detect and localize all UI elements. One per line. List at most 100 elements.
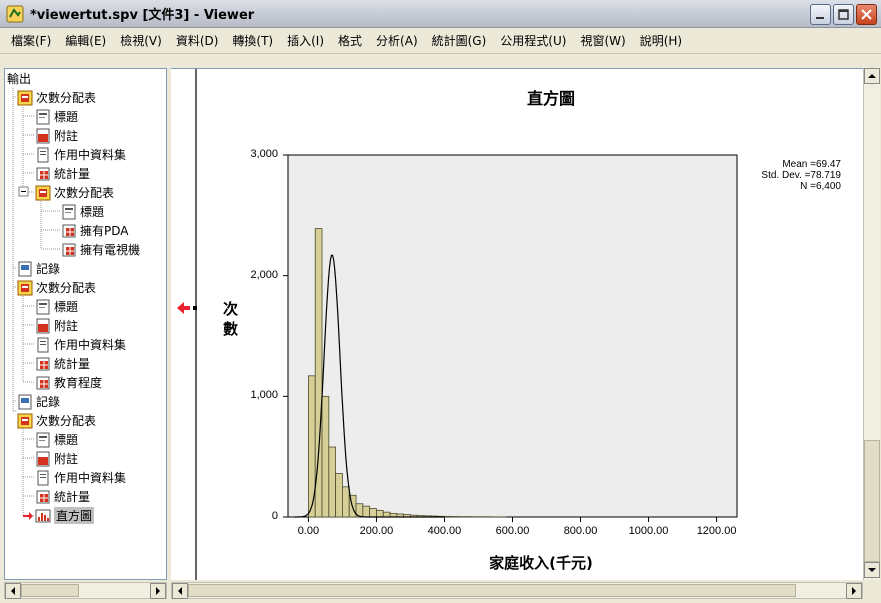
menu-item-8[interactable]: 統計圖(G) [431,34,487,48]
histogram-bar [328,446,337,518]
outline-item[interactable]: 次數分配表 [17,88,96,107]
dataset-icon [37,337,49,352]
outline-item[interactable]: 標題 [35,297,78,316]
menu-item-0[interactable]: 檔案(F) [11,34,52,48]
outline-item[interactable]: 作用中資料集 [35,468,126,487]
x-tick-label: 1200.00 [696,525,737,537]
dataset-icon [37,470,49,485]
table-icon [36,490,50,503]
outline-item[interactable]: 標題 [35,107,78,126]
outline-item[interactable]: 統計量 [35,487,90,506]
histogram-bar [376,509,384,518]
outline-item[interactable]: 附註 [35,316,78,335]
outline-item[interactable]: 統計量 [35,354,90,373]
arrow-left-icon [178,587,182,595]
menu-item-1[interactable]: 編輯(E) [65,34,107,48]
outline-item-label: 記錄 [36,262,61,276]
spss-app-icon[interactable] [6,5,24,23]
output-content-pane[interactable]: 直方圖 次數 家庭收入(千元) Mean =69.47 Std. Dev. =7… [171,68,863,580]
outline-horizontal-scrollbar[interactable] [4,582,167,599]
menu-item-2[interactable]: 檢視(V) [120,34,162,48]
current-item-arrow-icon [23,511,33,520]
outline-item[interactable]: 作用中資料集 [35,145,126,164]
scroll-up-button[interactable] [864,68,880,84]
close-button[interactable] [856,4,877,25]
outline-item[interactable]: 擁有電視機 [61,240,140,259]
outline-item[interactable]: 直方圖 [23,506,95,525]
y-tick-label: 2,000 [250,268,278,281]
outline-item[interactable]: 次數分配表 [35,183,114,202]
arrow-up-icon [868,74,876,78]
y-axis-label: 次數 [223,300,239,338]
menu-item-9[interactable]: 公用程式(U) [500,34,567,48]
arrow-down-icon [868,568,876,572]
minimize-icon [816,17,824,19]
menu-item-3[interactable]: 資料(D) [175,34,219,48]
table-icon [36,357,50,370]
outline-item-label: 附註 [54,452,79,466]
outline-item[interactable]: 標題 [35,430,78,449]
selection-handle[interactable] [193,306,197,310]
outline-item-label: 次數分配表 [36,91,97,105]
outline-item-label: 附註 [54,319,79,333]
histogram-bar [382,511,391,518]
current-item-arrow-icon [177,302,190,314]
horizontal-scroll-thumb[interactable] [188,584,796,597]
notes-icon [36,318,50,333]
content-vertical-scrollbar[interactable] [863,68,880,580]
content-scroll-left-button[interactable] [172,583,188,599]
outline-item[interactable]: 輸出 [7,69,31,88]
outline-item-label: 統計量 [54,357,91,371]
plot-area [287,154,738,518]
frequencies-icon [35,185,51,200]
scroll-right-button[interactable] [150,583,166,599]
scroll-down-button[interactable] [864,562,880,578]
histogram-bar [335,473,343,518]
outline-item[interactable]: 記錄 [17,259,60,278]
outline-item[interactable]: 作用中資料集 [35,335,126,354]
notes-icon [36,128,50,143]
outline-item-label: 標題 [54,300,79,314]
outline-item-label: 次數分配表 [54,186,115,200]
histogram-bar [342,486,350,518]
minimize-button[interactable] [810,4,831,25]
maximize-button[interactable] [833,4,854,25]
log-icon [18,261,32,276]
content-horizontal-scrollbar[interactable] [171,582,863,599]
title-bar[interactable]: *viewertut.spv [文件3] - Viewer [0,0,881,28]
outline-scroll-thumb[interactable] [21,584,79,597]
window-title: *viewertut.spv [文件3] - Viewer [30,8,255,23]
outline-item-label: 附註 [54,129,79,143]
menu-item-4[interactable]: 轉換(T) [232,34,274,48]
chart-title: 直方圖 [526,89,575,108]
stats-sd: Std. Dev. =78.719 [761,170,841,181]
outline-pane[interactable]: 輸出 次數分配表 標題 附註 作用中資料集 統計量 次數分配表 標題 擁有PDA 擁有電視機 記錄次… [4,68,167,580]
outline-item[interactable]: 附註 [35,126,78,145]
scroll-left-button[interactable] [5,583,21,599]
outline-item-label: 作用中資料集 [54,338,127,352]
outline-item[interactable]: 次數分配表 [17,411,96,430]
menu-item-10[interactable]: 視窗(W) [580,34,626,48]
outline-item[interactable]: 統計量 [35,164,90,183]
menu-item-6[interactable]: 格式 [338,34,363,48]
content-scroll-right-button[interactable] [846,583,862,599]
outline-item[interactable]: 教育程度 [35,373,102,392]
frequencies-icon [17,90,33,105]
outline-item-label: 標題 [54,433,79,447]
outline-item[interactable]: 擁有PDA [61,221,128,240]
outline-item[interactable]: 記錄 [17,392,60,411]
pane-splitter[interactable] [167,68,171,600]
outline-item[interactable]: 附註 [35,449,78,468]
histogram-bar [369,508,377,518]
menu-item-7[interactable]: 分析(A) [376,34,418,48]
menu-item-11[interactable]: 說明(H) [639,34,683,48]
menu-item-5[interactable]: 插入(I) [287,34,325,48]
vertical-scroll-thumb[interactable] [864,440,880,562]
table-icon [62,224,76,237]
outline-item[interactable]: 次數分配表 [17,278,96,297]
outline-item[interactable]: 標題 [61,202,104,221]
histogram-bar [362,505,371,518]
x-tick-label: 600.00 [495,525,530,537]
outline-item-label: 擁有電視機 [80,243,141,257]
